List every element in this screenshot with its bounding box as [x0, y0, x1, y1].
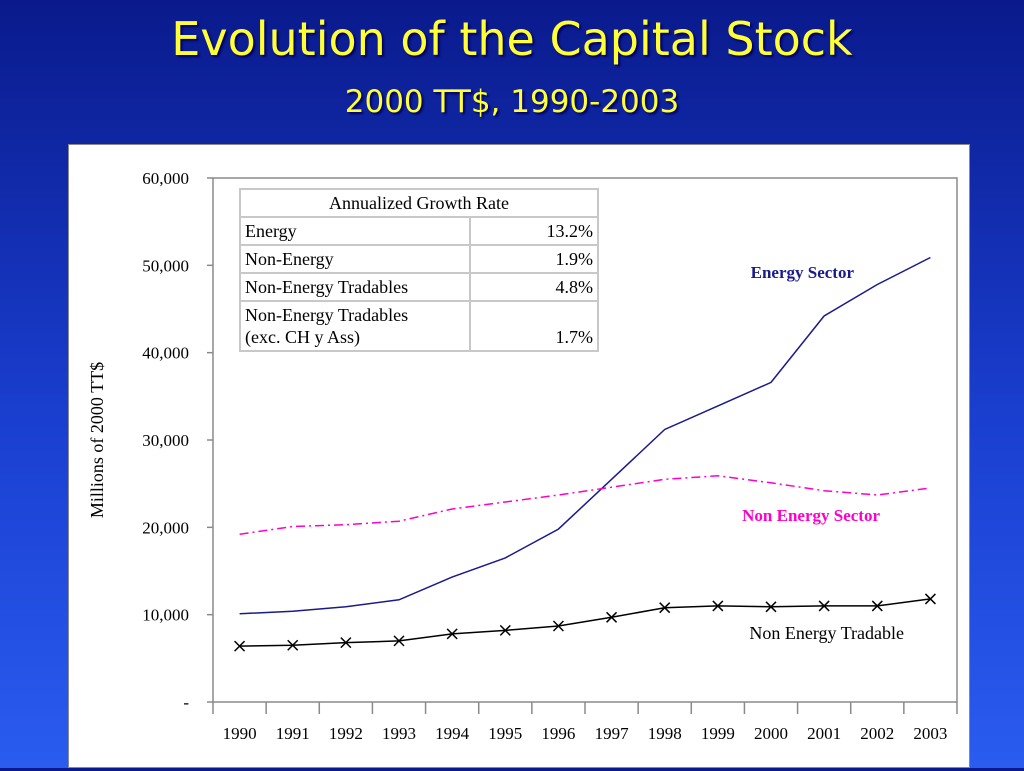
data-point-marker [446, 628, 458, 640]
data-point-marker [712, 600, 724, 612]
slide-subtitle: 2000 TT$, 1990-2003 [344, 84, 680, 120]
series-label-energy-sector: Energy Sector [751, 263, 855, 282]
growth-table-row: Energy 13.2% [239, 216, 599, 246]
x-tick-label: 1990 [223, 724, 257, 743]
data-point-marker [499, 624, 511, 636]
growth-table-header-row: Annualized Growth Rate [239, 188, 599, 218]
growth-label-energy: Energy [239, 216, 471, 246]
growth-value-energy: 13.2% [469, 216, 599, 246]
slide-title: Evolution of the Capital Stock [171, 12, 853, 66]
growth-label-non-energy-tradables-exc: Non-Energy Tradables (exc. CH y Ass) [239, 300, 471, 352]
growth-value-non-energy-tradables: 4.8% [469, 272, 599, 302]
x-tick-label: 2000 [754, 724, 788, 743]
growth-table-row: Non-Energy 1.9% [239, 244, 599, 274]
line-chart: - 10,000 20,000 30,000 40,000 50,000 60,000 19… [87, 169, 958, 743]
data-point-marker [924, 593, 936, 605]
y-axis-label: Millions of 2000 TT$ [87, 362, 107, 518]
series-lines [234, 256, 936, 652]
x-tick-label: 1997 [595, 724, 630, 743]
x-tick-label: 1999 [701, 724, 735, 743]
growth-label-line-1: Non-Energy Tradables [245, 305, 409, 325]
y-tick-label: 60,000 [142, 169, 189, 188]
series-label-non-energy-sector: Non Energy Sector [742, 506, 880, 525]
x-tick-label: 2002 [860, 724, 894, 743]
data-point-marker [340, 637, 352, 649]
data-point-marker [871, 600, 883, 612]
growth-table-row: Non-Energy Tradables 4.8% [239, 272, 599, 302]
y-tick-label: 10,000 [142, 606, 189, 625]
data-point-marker [606, 611, 618, 623]
series-line-non-energy-sector [239, 475, 931, 536]
series-line-energy-sector [239, 256, 931, 615]
growth-table-row: Non-Energy Tradables (exc. CH y Ass) 1.7… [239, 300, 599, 352]
y-tick-label: 20,000 [142, 518, 189, 537]
growth-value-non-energy-tradables-exc: 1.7% [469, 300, 599, 352]
data-point-marker [234, 640, 246, 652]
x-tick-label: 1996 [541, 724, 575, 743]
x-tick-label: 2003 [913, 724, 947, 743]
data-point-marker [552, 620, 564, 632]
data-point-marker [818, 600, 830, 612]
x-axis-categories: 1990 1991 1992 1993 1994 1995 1996 1997 1998 1999… [212, 702, 958, 743]
series-line-non-energy-tradable [239, 598, 931, 647]
y-axis-ticks: - 10,000 20,000 30,000 40,000 50,000 60,000 [142, 169, 213, 712]
y-tick-label: - [183, 693, 189, 712]
x-tick-label: 1993 [382, 724, 416, 743]
growth-label-non-energy: Non-Energy [239, 244, 471, 274]
y-tick-label: 30,000 [142, 431, 189, 450]
y-tick-label: 40,000 [142, 344, 189, 363]
x-tick-label: 1994 [435, 724, 470, 743]
x-tick-label: 1991 [276, 724, 310, 743]
growth-value-non-energy: 1.9% [469, 244, 599, 274]
series-label-non-energy-tradable: Non Energy Tradable [749, 623, 904, 643]
y-tick-label: 50,000 [142, 256, 189, 275]
chart-panel: - 10,000 20,000 30,000 40,000 50,000 60,000 19… [68, 144, 970, 768]
data-point-marker [659, 602, 671, 614]
data-point-marker [287, 639, 299, 651]
data-point-marker [393, 635, 405, 647]
x-tick-label: 2001 [807, 724, 841, 743]
growth-rate-table: Annualized Growth Rate Energy 13.2% Non-… [239, 188, 599, 352]
growth-label-non-energy-tradables: Non-Energy Tradables [239, 272, 471, 302]
x-tick-label: 1998 [648, 724, 682, 743]
growth-label-line-2: (exc. CH y Ass) [245, 327, 360, 347]
x-tick-label: 1992 [329, 724, 363, 743]
data-point-marker [765, 601, 777, 613]
x-tick-label: 1995 [488, 724, 522, 743]
growth-table-header: Annualized Growth Rate [239, 188, 599, 218]
